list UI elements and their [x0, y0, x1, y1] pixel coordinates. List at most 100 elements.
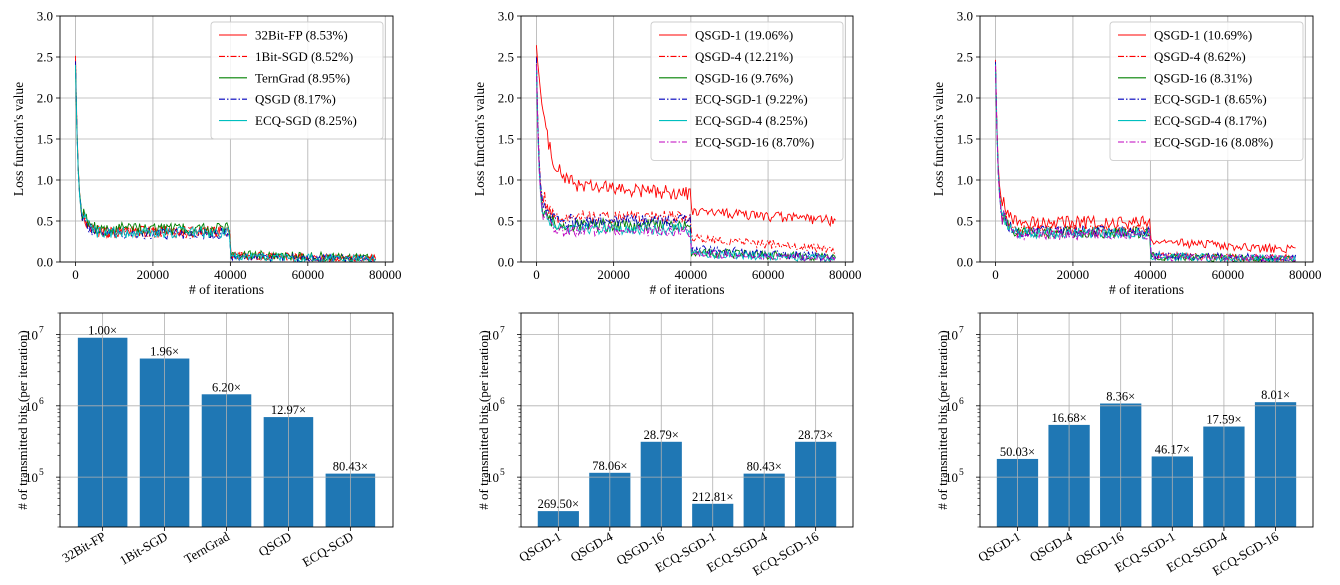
y-tick-exponent: 6 [39, 397, 44, 407]
x-tick-label: 0 [72, 267, 79, 282]
y-tick-label: 2.5 [957, 50, 973, 65]
bar-value-label: 16.68× [1051, 411, 1086, 425]
legend-entry: ECQ-SGD-16 (8.70%) [695, 135, 814, 150]
plot-frame [520, 312, 854, 528]
x-tick-label: 40000 [675, 267, 708, 282]
y-tick-exponent: 7 [500, 325, 505, 335]
y-tick-exponent: 5 [959, 468, 964, 478]
legend: QSGD-1 (19.06%) QSGD-4 (12.21%) QSGD-16 (9… [650, 21, 844, 161]
y-tick-label: 10 [25, 327, 38, 342]
series-line [535, 45, 836, 228]
legend-entry: ECQ-SGD (8.25%) [255, 113, 357, 128]
x-tick-label: 20000 [137, 267, 170, 282]
bar-value-label: 1.96× [150, 345, 179, 359]
legend-entry: QSGD-4 (8.62%) [1154, 49, 1246, 64]
legend-entry: ECQ-SGD-16 (8.08%) [1154, 135, 1273, 150]
series-line [535, 57, 836, 262]
legend-entry: QSGD-4 (12.21%) [695, 49, 793, 64]
y-tick-label: 10 [486, 327, 499, 342]
plot-frame [979, 312, 1314, 528]
x-category-label: 32Bit-FP [59, 529, 108, 566]
series-line [75, 64, 376, 262]
bar-value-label: 269.50× [538, 497, 579, 511]
y-tick-exponent: 6 [500, 397, 505, 407]
legend-box [210, 21, 384, 140]
series-group [995, 59, 1297, 262]
y-tick-label: 0.0 [37, 255, 53, 270]
y-tick-label: 1.5 [957, 132, 973, 147]
x-category-label: 1Bit-SGD [117, 529, 170, 568]
y-axis-label: Loss function's value [931, 82, 946, 196]
x-tick-label: 60000 [292, 267, 325, 282]
loss-chart-1: 0 20000 40000 60000 80000 0.0 0.5 1.0 1.5 2.0 2.5 3… [11, 9, 402, 298]
bits-chart-2: 269.50× 78.06× 28.79× 212.81× 80.43× 28.73× 10… [476, 312, 854, 578]
x-category-label: TernGrad [182, 528, 233, 566]
legend-entry: ECQ-SGD-4 (8.25%) [695, 113, 808, 128]
x-axis-label: # of iterations [1109, 282, 1184, 297]
y-tick-label: 1.5 [498, 132, 514, 147]
y-axis-label: # of transmitted bits (per iteration) [476, 330, 491, 509]
x-tick-label: 80000 [1289, 267, 1322, 282]
y-tick-exponent: 5 [39, 468, 44, 478]
series-line [995, 59, 1296, 254]
y-tick-exponent: 5 [500, 468, 505, 478]
bar-value-label: 50.03× [1000, 445, 1035, 459]
y-axis-label: Loss function's value [472, 82, 487, 196]
legend-entry: ECQ-SGD-1 (8.65%) [1154, 92, 1267, 107]
bar-value-label: 212.81× [692, 490, 733, 504]
legend-entry: 1Bit-SGD (8.52%) [255, 49, 353, 64]
bar-value-label: 28.79× [644, 428, 679, 442]
y-tick-label: 10 [486, 470, 499, 485]
y-tick-label: 2.5 [37, 50, 53, 65]
y-tick-label: 0.0 [957, 255, 973, 270]
y-tick-label: 10 [945, 327, 958, 342]
y-tick-label: 0.0 [498, 255, 514, 270]
y-tick-exponent: 7 [959, 325, 964, 335]
x-tick-label: 20000 [1057, 267, 1090, 282]
y-tick-label: 2.0 [957, 91, 973, 106]
y-tick-label: 2.0 [37, 91, 53, 106]
legend-entry: QSGD-1 (19.06%) [695, 28, 793, 43]
x-category-label: QSGD-1 [975, 529, 1023, 565]
x-tick-label: 80000 [369, 267, 402, 282]
bar-value-label: 78.06× [592, 459, 627, 473]
loss-chart-3: 0 20000 40000 60000 80000 0.0 0.5 1.0 1.5 2.0 2.5 3… [931, 9, 1322, 298]
x-category-label: QSGD-4 [1027, 528, 1075, 564]
x-tick-label: 40000 [1134, 267, 1167, 282]
x-tick-label: 80000 [829, 267, 862, 282]
legend-box [1109, 21, 1304, 161]
series-line [535, 64, 837, 262]
y-tick-label: 3.0 [37, 9, 53, 24]
series-line [995, 65, 1296, 262]
series-line [75, 65, 376, 262]
legend-box [650, 21, 844, 161]
series-group [75, 55, 377, 262]
y-axis-label: # of transmitted bits (per iteration) [935, 330, 950, 509]
x-tick-label: 40000 [214, 267, 247, 282]
legend-entry: 32Bit-FP (8.53%) [255, 28, 348, 43]
loss-chart-2: 0 20000 40000 60000 80000 0.0 0.5 1.0 1.5 2.0 2.5 3… [472, 9, 862, 298]
x-tick-label: 20000 [597, 267, 630, 282]
y-tick-label: 2.0 [498, 91, 514, 106]
x-tick-label: 0 [992, 267, 999, 282]
y-tick-label: 10 [486, 399, 499, 414]
y-tick-label: 1.0 [498, 173, 514, 188]
y-tick-label: 2.5 [498, 50, 514, 65]
x-tick-label: 60000 [1212, 267, 1245, 282]
legend-entry: QSGD-16 (8.31%) [1154, 70, 1252, 85]
x-tick-label: 60000 [752, 267, 785, 282]
series-line [535, 56, 836, 255]
bar-value-label: 28.73× [798, 428, 833, 442]
x-category-label: QSGD-4 [568, 528, 616, 564]
y-tick-label: 10 [25, 470, 38, 485]
legend-entry: QSGD-1 (10.69%) [1154, 28, 1252, 43]
y-tick-label: 10 [945, 470, 958, 485]
y-tick-label: 10 [945, 399, 958, 414]
bar-value-label: 12.97× [271, 403, 306, 417]
x-axis-label: # of iterations [189, 282, 264, 297]
bar-value-label: 8.36× [1106, 390, 1135, 404]
legend: 32Bit-FP (8.53%) 1Bit-SGD (8.52%) TernGrad… [210, 21, 384, 140]
